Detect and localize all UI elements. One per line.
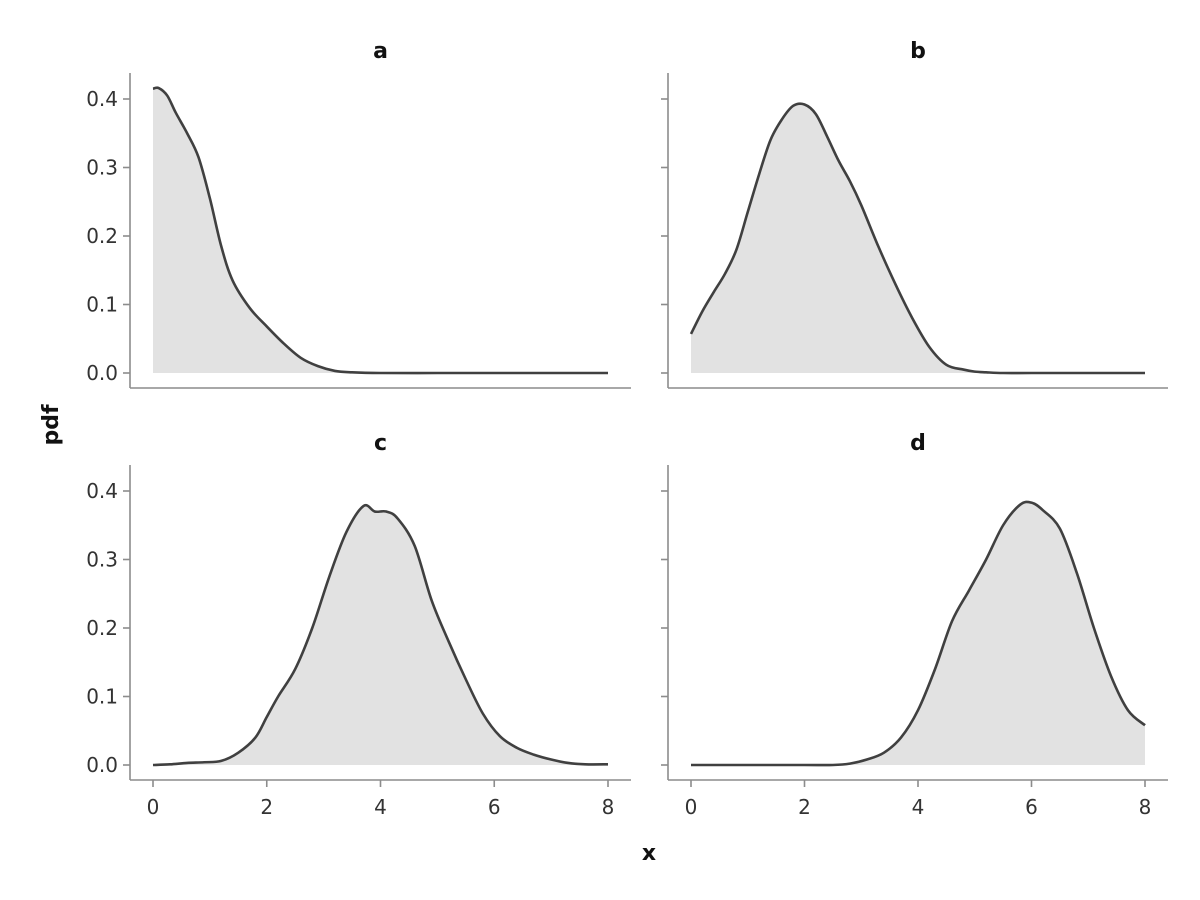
panel-c: c 0.0 0.1 0.2 0.3 0.4 0 2 4 6 8 [86, 431, 631, 819]
x-tick-label: 8 [1139, 795, 1152, 819]
x-tick-label: 4 [374, 795, 387, 819]
y-tick-label: 0.4 [86, 87, 118, 111]
panel-title: a [373, 39, 388, 64]
panel-b: b [661, 39, 1168, 389]
density-area [691, 501, 1145, 766]
x-tick-label: 4 [912, 795, 925, 819]
y-tick-label: 0.0 [86, 361, 118, 385]
density-line [152, 86, 608, 375]
x-tick-label: 8 [602, 795, 615, 819]
y-tick-label: 0.4 [86, 479, 118, 503]
x-tick-label: 0 [685, 795, 698, 819]
x-axis-title: x [642, 841, 656, 866]
panel-a: a 0.0 0.1 0.2 0.3 0.4 [86, 39, 631, 389]
panel-d: d 0 2 4 6 8 [661, 431, 1168, 819]
density-area [153, 87, 608, 374]
panels-layer: a 0.0 0.1 0.2 0.3 0.4 b c 0.0 0.1 0.2 0.3 0.4 0 2 4 6 8 d 0… [86, 39, 1168, 819]
y-tick-label: 0.1 [86, 685, 118, 709]
panel-title: d [910, 431, 926, 456]
x-tick-label: 0 [147, 795, 160, 819]
density-line [690, 500, 1146, 767]
y-tick-label: 0.0 [86, 753, 118, 777]
x-tick-label: 6 [1025, 795, 1038, 819]
density-area [153, 505, 608, 765]
y-tick-label: 0.3 [86, 548, 118, 572]
panel-title: c [374, 431, 387, 456]
x-tick-label: 6 [488, 795, 501, 819]
y-axis-title: pdf [39, 404, 64, 445]
y-tick-label: 0.2 [86, 616, 118, 640]
y-tick-label: 0.2 [86, 224, 118, 248]
x-tick-label: 2 [798, 795, 811, 819]
y-tick-label: 0.1 [86, 293, 118, 317]
x-tick-label: 2 [260, 795, 273, 819]
density-area [691, 103, 1145, 374]
y-tick-label: 0.3 [86, 156, 118, 180]
density-line [152, 503, 609, 767]
density-line [689, 102, 1145, 375]
panel-title: b [910, 39, 926, 64]
